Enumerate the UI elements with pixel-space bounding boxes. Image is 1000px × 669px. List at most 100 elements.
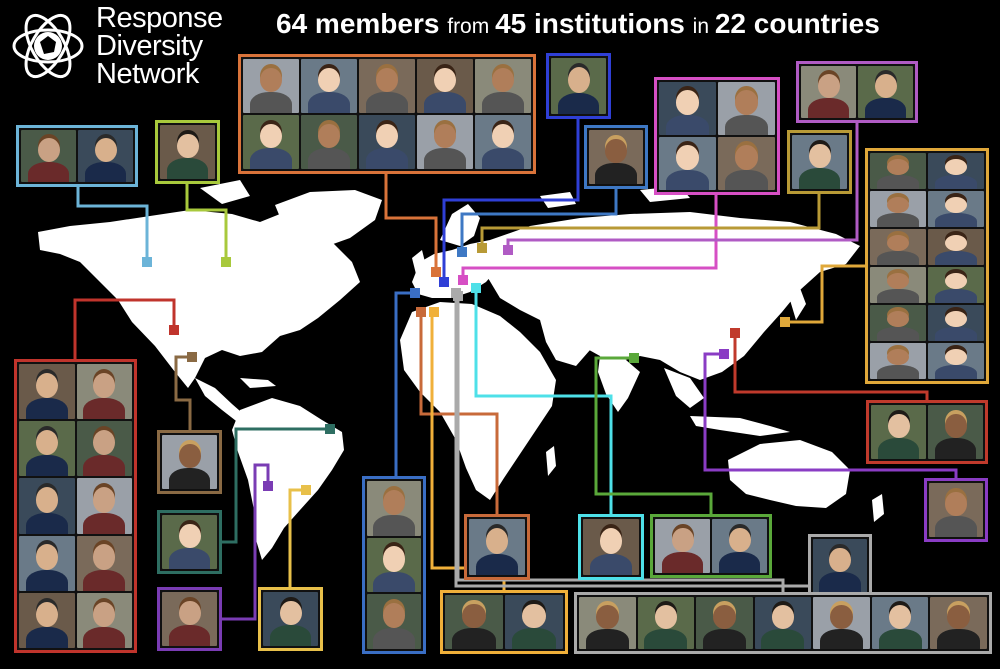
member-photo [813, 539, 867, 593]
connector-line [460, 189, 618, 252]
logo-line: Network [96, 58, 199, 90]
member-group [796, 61, 918, 123]
location-marker [477, 243, 487, 253]
new-zealand [872, 494, 884, 522]
connector-line [703, 352, 958, 478]
member-photo [870, 267, 926, 303]
location-marker [142, 257, 152, 267]
india [598, 356, 640, 412]
member-photo [930, 597, 987, 649]
member-group [157, 587, 222, 651]
member-photo [78, 130, 133, 182]
member-photo [76, 535, 132, 591]
member-group [578, 514, 644, 580]
uk [412, 250, 426, 274]
member-photo [637, 597, 695, 649]
japan [790, 288, 806, 320]
member-photo [160, 125, 215, 179]
members-label: members [307, 8, 448, 39]
location-marker [416, 307, 426, 317]
location-marker [719, 349, 729, 359]
member-photo [813, 597, 870, 649]
member-photo [870, 343, 926, 379]
member-photo [928, 305, 984, 341]
member-photo [712, 519, 767, 573]
connector-line [785, 264, 865, 324]
member-photo [301, 115, 357, 169]
members-count: 64 [276, 8, 308, 39]
network-logo-icon [12, 13, 84, 79]
location-marker [301, 485, 311, 495]
connector-line [73, 298, 176, 359]
location-marker [730, 328, 740, 338]
member-photo [475, 115, 531, 169]
member-photo [870, 153, 926, 189]
location-marker [503, 245, 513, 255]
location-marker [629, 353, 639, 363]
member-photo [583, 519, 639, 575]
institutions-count: 45 [495, 8, 527, 39]
member-photo [76, 421, 132, 477]
logo-line: Response [96, 2, 223, 34]
connector-line [456, 296, 785, 592]
member-group [14, 359, 137, 653]
member-photo [19, 478, 75, 534]
logo-wordmark: Response Diversity Network [96, 2, 223, 90]
member-photo [929, 483, 983, 537]
member-group [787, 130, 852, 194]
from-label: from [447, 15, 496, 38]
connector-line [222, 427, 330, 544]
countries-label: countries [746, 8, 880, 39]
member-photo [19, 592, 75, 648]
member-photo [367, 481, 421, 536]
connector-line [384, 174, 438, 272]
member-photo [19, 535, 75, 591]
member-photo [19, 364, 75, 420]
member-photo [417, 115, 473, 169]
member-group [155, 120, 220, 184]
member-group [650, 514, 772, 578]
member-photo [579, 597, 636, 649]
member-photo [359, 59, 415, 113]
connector-line [394, 291, 415, 476]
member-group [157, 510, 222, 574]
location-marker [431, 267, 441, 277]
asia [488, 212, 860, 380]
location-marker [410, 288, 420, 298]
location-marker [429, 307, 439, 317]
member-photo [76, 478, 132, 534]
member-photo [718, 137, 775, 190]
member-group [238, 54, 536, 174]
member-group [808, 534, 872, 598]
member-photo [928, 405, 983, 459]
central-america [195, 378, 248, 424]
location-markers [142, 243, 790, 495]
member-photo [243, 59, 299, 113]
southeast-asia [664, 368, 704, 408]
member-photo [754, 597, 812, 649]
member-photo [928, 343, 984, 379]
countries-count: 22 [714, 8, 747, 39]
connector-line [76, 187, 149, 262]
member-photo [870, 229, 926, 265]
location-marker [325, 424, 335, 434]
member-photo [417, 59, 473, 113]
member-group [654, 77, 780, 195]
location-marker [458, 275, 468, 285]
member-photo [76, 592, 132, 648]
member-group [16, 125, 138, 187]
member-photo [367, 537, 421, 593]
australia [728, 440, 850, 508]
location-marker [471, 283, 481, 293]
connector-line [174, 355, 192, 430]
member-photo [871, 597, 929, 649]
member-photo [243, 115, 299, 169]
connector-line [480, 194, 821, 248]
member-photo [359, 115, 415, 169]
location-marker [187, 352, 197, 362]
arabia [540, 320, 590, 366]
north-america [38, 210, 360, 388]
connector-line [594, 356, 713, 514]
member-photo [589, 130, 643, 184]
